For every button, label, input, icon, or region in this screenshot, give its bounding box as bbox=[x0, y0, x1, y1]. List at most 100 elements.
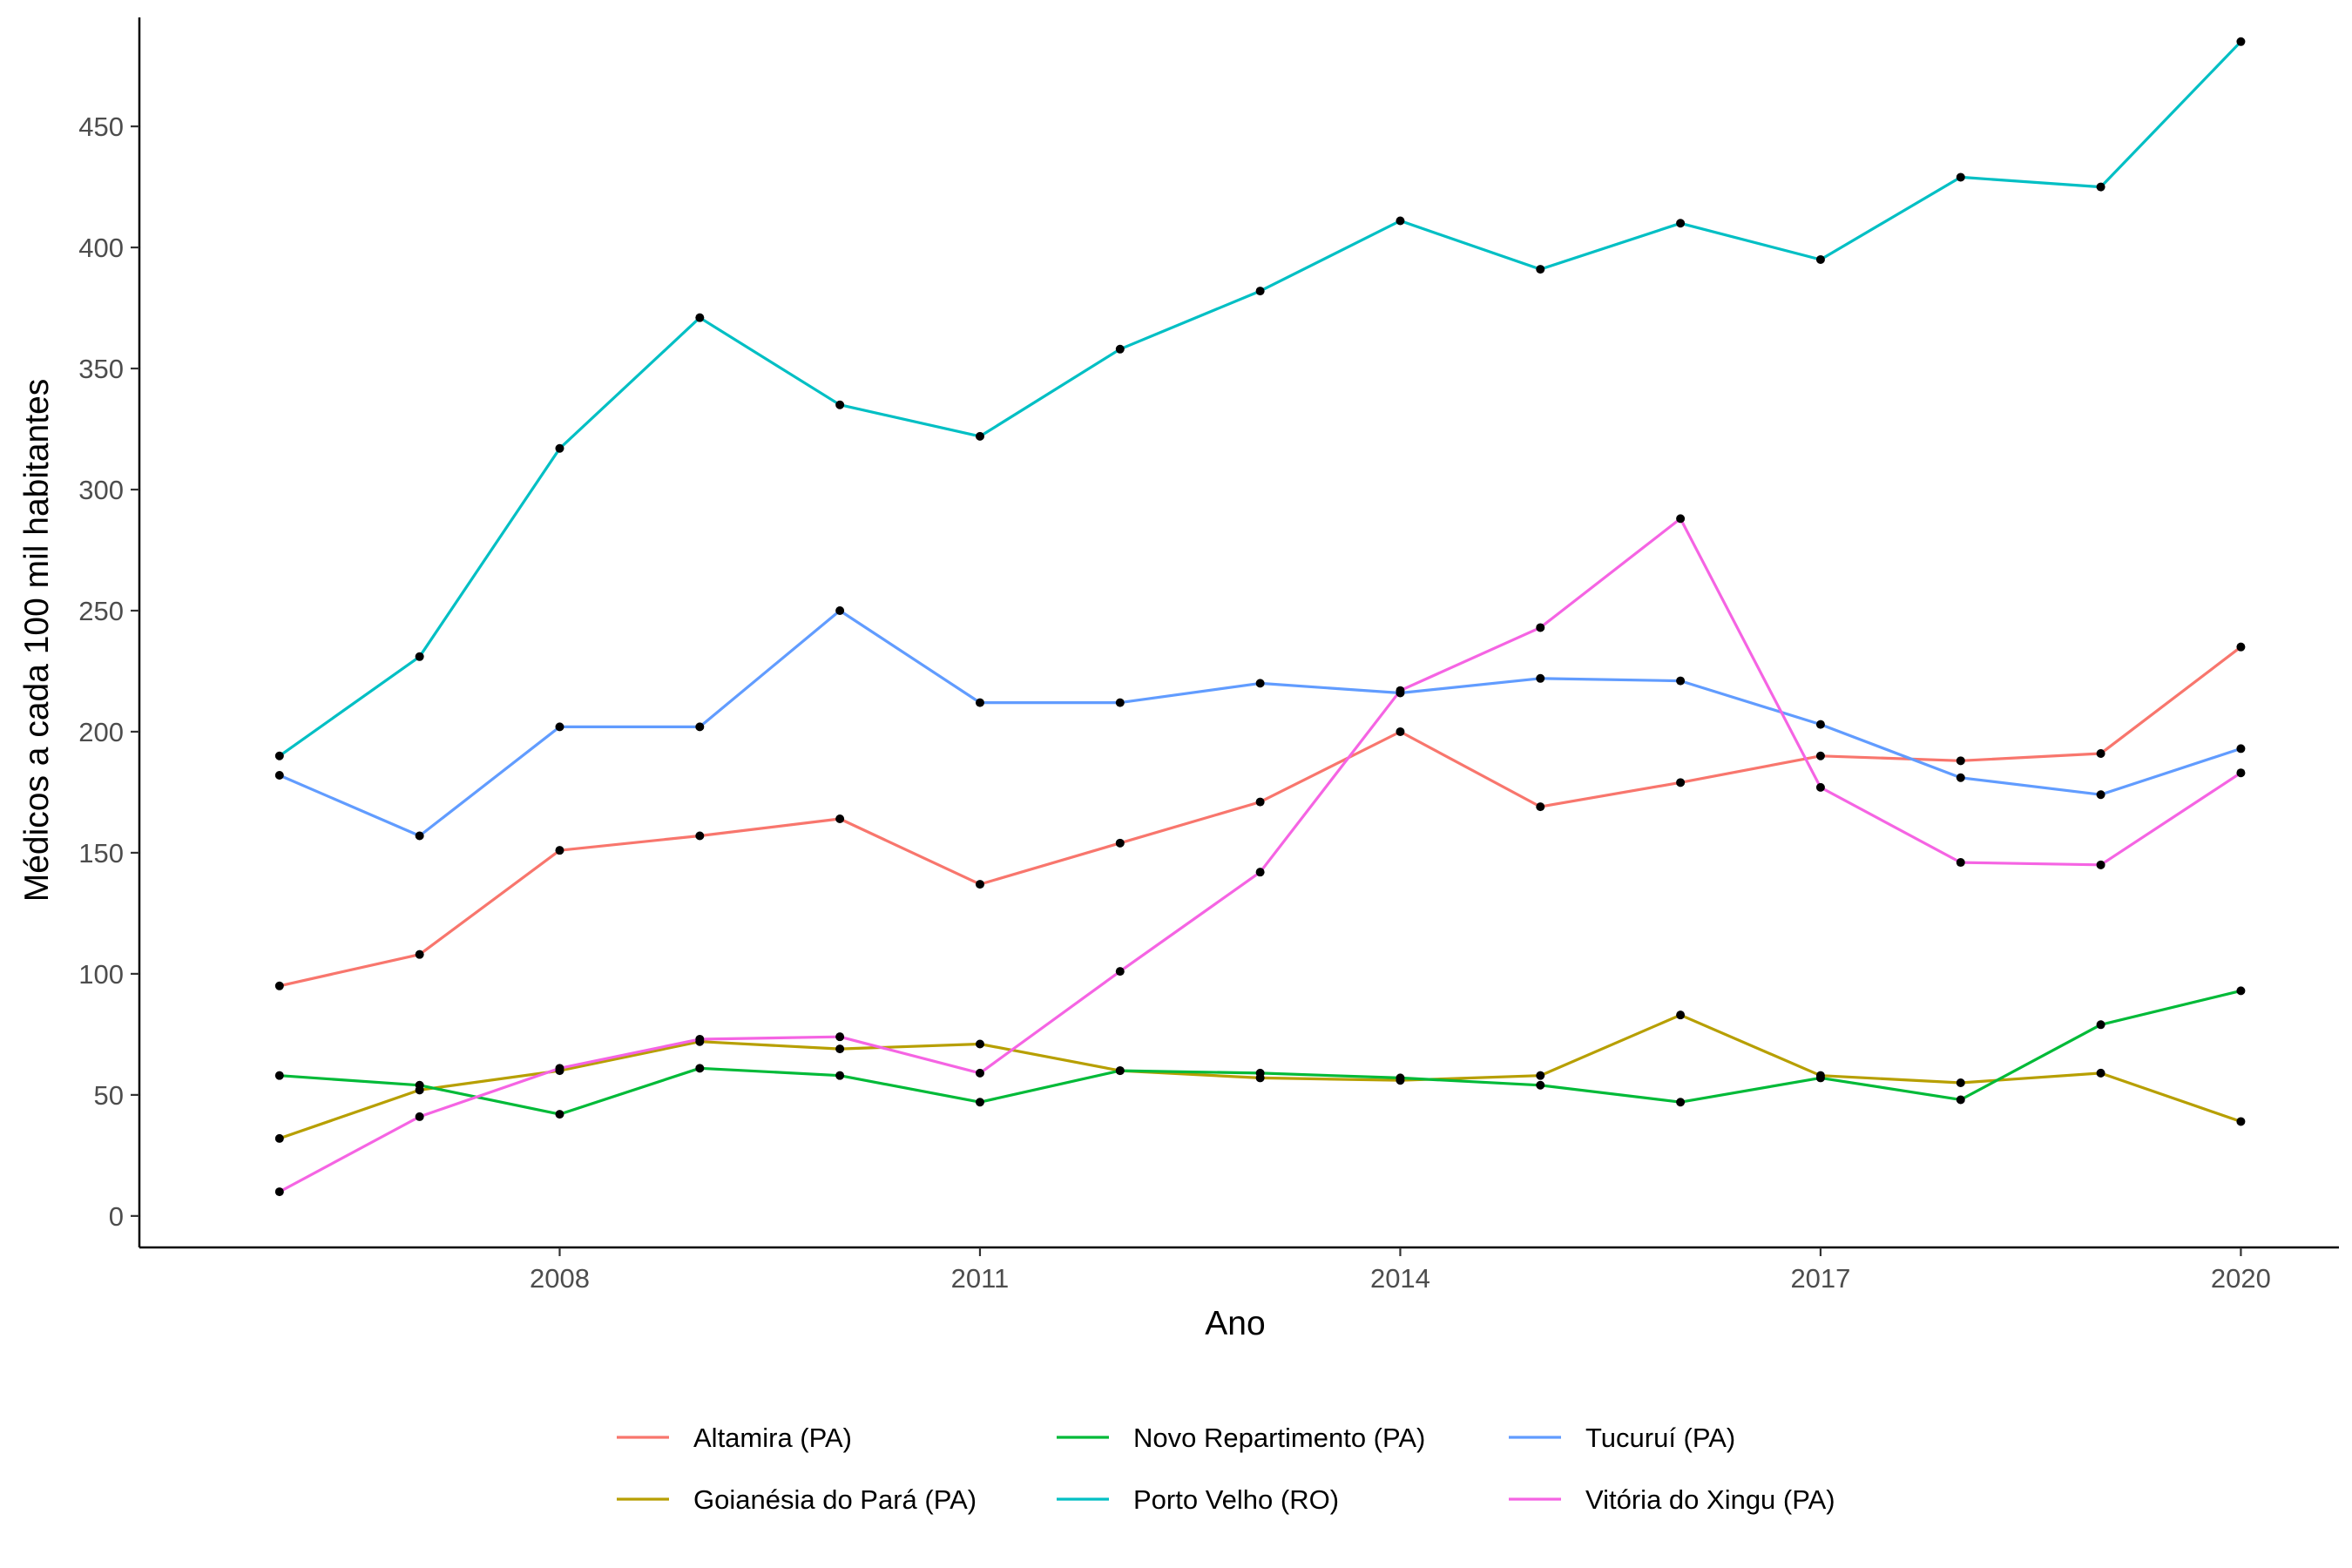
y-tick-label: 250 bbox=[78, 596, 124, 626]
legend-label: Goianésia do Pará (PA) bbox=[693, 1484, 977, 1515]
data-point-altamira-pa bbox=[1396, 727, 1405, 736]
data-point-porto-velho-ro bbox=[1676, 219, 1686, 228]
data-point-altamira-pa bbox=[1255, 797, 1265, 807]
data-point-porto-velho-ro bbox=[415, 652, 424, 661]
data-point-goianesia-do-para-pa bbox=[975, 1039, 984, 1049]
data-point-porto-velho-ro bbox=[1536, 265, 1545, 274]
x-tick-label: 2011 bbox=[951, 1263, 1010, 1294]
series-line-novo-repartimento-pa bbox=[279, 989, 2241, 1116]
data-point-vitoria-do-xingu-pa bbox=[2096, 860, 2105, 869]
y-tick-label: 100 bbox=[78, 959, 124, 990]
data-point-vitoria-do-xingu-pa bbox=[2236, 768, 2246, 778]
data-point-goianesia-do-para-pa bbox=[835, 1044, 845, 1054]
data-point-porto-velho-ro bbox=[274, 751, 284, 760]
y-tick-label: 350 bbox=[78, 354, 124, 384]
data-point-tucurui-pa bbox=[835, 605, 845, 615]
data-point-tucurui-pa bbox=[1815, 720, 1825, 729]
data-point-vitoria-do-xingu-pa bbox=[555, 1064, 564, 1073]
x-axis-title: Ano bbox=[1205, 1305, 1265, 1342]
data-point-goianesia-do-para-pa bbox=[2096, 1068, 2105, 1078]
data-point-altamira-pa bbox=[1536, 802, 1545, 812]
legend-label: Altamira (PA) bbox=[693, 1423, 852, 1453]
data-point-novo-repartimento-pa bbox=[1676, 1098, 1686, 1107]
legend-label: Vitória do Xingu (PA) bbox=[1585, 1484, 1835, 1515]
data-point-novo-repartimento-pa bbox=[1536, 1080, 1545, 1090]
x-tick-label: 2008 bbox=[530, 1263, 590, 1294]
data-point-tucurui-pa bbox=[274, 770, 284, 780]
data-point-porto-velho-ro bbox=[975, 431, 984, 441]
data-point-novo-repartimento-pa bbox=[274, 1071, 284, 1080]
series-line-altamira-pa bbox=[279, 645, 2242, 988]
data-point-porto-velho-ro bbox=[2096, 182, 2105, 192]
data-point-novo-repartimento-pa bbox=[1115, 1066, 1125, 1076]
data-point-altamira-pa bbox=[695, 831, 705, 841]
data-point-vitoria-do-xingu-pa bbox=[1676, 514, 1686, 524]
series-line-porto-velho-ro bbox=[278, 40, 2242, 758]
x-tick-label: 2020 bbox=[2211, 1263, 2271, 1294]
data-point-porto-velho-ro bbox=[555, 443, 564, 453]
data-points bbox=[274, 37, 2246, 1197]
data-point-tucurui-pa bbox=[1536, 673, 1545, 683]
y-tick-label: 400 bbox=[78, 233, 124, 263]
data-point-porto-velho-ro bbox=[695, 313, 705, 322]
y-tick-label: 300 bbox=[78, 475, 124, 505]
legend-label: Novo Repartimento (PA) bbox=[1133, 1423, 1425, 1453]
data-point-altamira-pa bbox=[1676, 778, 1686, 787]
data-point-tucurui-pa bbox=[695, 722, 705, 732]
data-point-vitoria-do-xingu-pa bbox=[1536, 623, 1545, 632]
legend-label: Tucuruí (PA) bbox=[1585, 1423, 1735, 1453]
data-point-vitoria-do-xingu-pa bbox=[1815, 782, 1825, 792]
data-point-goianesia-do-para-pa bbox=[1676, 1010, 1686, 1020]
data-point-altamira-pa bbox=[1115, 838, 1125, 848]
data-point-novo-repartimento-pa bbox=[975, 1098, 984, 1107]
data-point-altamira-pa bbox=[1956, 756, 1965, 766]
data-point-tucurui-pa bbox=[1255, 679, 1265, 688]
data-point-tucurui-pa bbox=[975, 698, 984, 707]
data-point-porto-velho-ro bbox=[1255, 287, 1265, 296]
data-point-novo-repartimento-pa bbox=[695, 1064, 705, 1073]
data-point-vitoria-do-xingu-pa bbox=[1115, 967, 1125, 977]
data-point-goianesia-do-para-pa bbox=[1956, 1078, 1965, 1087]
y-axis-title: Médicos a cada 100 mil habitantes bbox=[18, 379, 56, 902]
data-point-altamira-pa bbox=[555, 846, 564, 855]
data-point-tucurui-pa bbox=[555, 722, 564, 732]
x-tick-label: 2014 bbox=[1370, 1263, 1430, 1294]
data-point-vitoria-do-xingu-pa bbox=[1396, 686, 1405, 695]
data-point-goianesia-do-para-pa bbox=[1536, 1071, 1545, 1080]
series-line-vitoria-do-xingu-pa bbox=[279, 517, 2242, 1193]
data-point-goianesia-do-para-pa bbox=[2236, 1117, 2246, 1126]
data-point-vitoria-do-xingu-pa bbox=[1956, 858, 1965, 868]
data-point-altamira-pa bbox=[1815, 751, 1825, 760]
data-point-novo-repartimento-pa bbox=[2096, 1020, 2105, 1030]
data-point-novo-repartimento-pa bbox=[555, 1110, 564, 1119]
data-point-porto-velho-ro bbox=[1815, 254, 1825, 264]
data-point-vitoria-do-xingu-pa bbox=[1255, 868, 1265, 877]
data-point-tucurui-pa bbox=[1115, 698, 1125, 707]
data-point-novo-repartimento-pa bbox=[1815, 1073, 1825, 1083]
y-tick-label: 0 bbox=[109, 1201, 124, 1232]
legend-label: Porto Velho (RO) bbox=[1133, 1484, 1339, 1515]
legend: Altamira (PA) Goianésia do Pará (PA) Novo … bbox=[617, 1423, 1835, 1515]
data-point-vitoria-do-xingu-pa bbox=[975, 1068, 984, 1078]
data-point-tucurui-pa bbox=[1676, 676, 1686, 686]
data-point-altamira-pa bbox=[2236, 642, 2246, 652]
data-point-tucurui-pa bbox=[1956, 773, 1965, 782]
data-point-altamira-pa bbox=[2096, 748, 2105, 758]
y-tick-label: 50 bbox=[94, 1080, 124, 1111]
y-tick-label: 200 bbox=[78, 717, 124, 747]
data-point-vitoria-do-xingu-pa bbox=[274, 1187, 284, 1197]
data-point-tucurui-pa bbox=[2236, 744, 2246, 754]
axes: 0 50 100 150 200 250 300 350 400 450 2008 2011 2014 2… bbox=[78, 17, 2339, 1294]
data-point-altamira-pa bbox=[975, 880, 984, 889]
x-tick-label: 2017 bbox=[1790, 1263, 1850, 1294]
data-point-altamira-pa bbox=[415, 950, 424, 959]
data-point-novo-repartimento-pa bbox=[1255, 1068, 1265, 1078]
data-point-tucurui-pa bbox=[415, 831, 424, 841]
data-point-altamira-pa bbox=[274, 981, 284, 990]
data-point-tucurui-pa bbox=[2096, 790, 2105, 800]
data-point-vitoria-do-xingu-pa bbox=[415, 1112, 424, 1121]
data-point-novo-repartimento-pa bbox=[1396, 1073, 1405, 1083]
data-point-goianesia-do-para-pa bbox=[274, 1133, 284, 1143]
data-point-novo-repartimento-pa bbox=[415, 1080, 424, 1090]
